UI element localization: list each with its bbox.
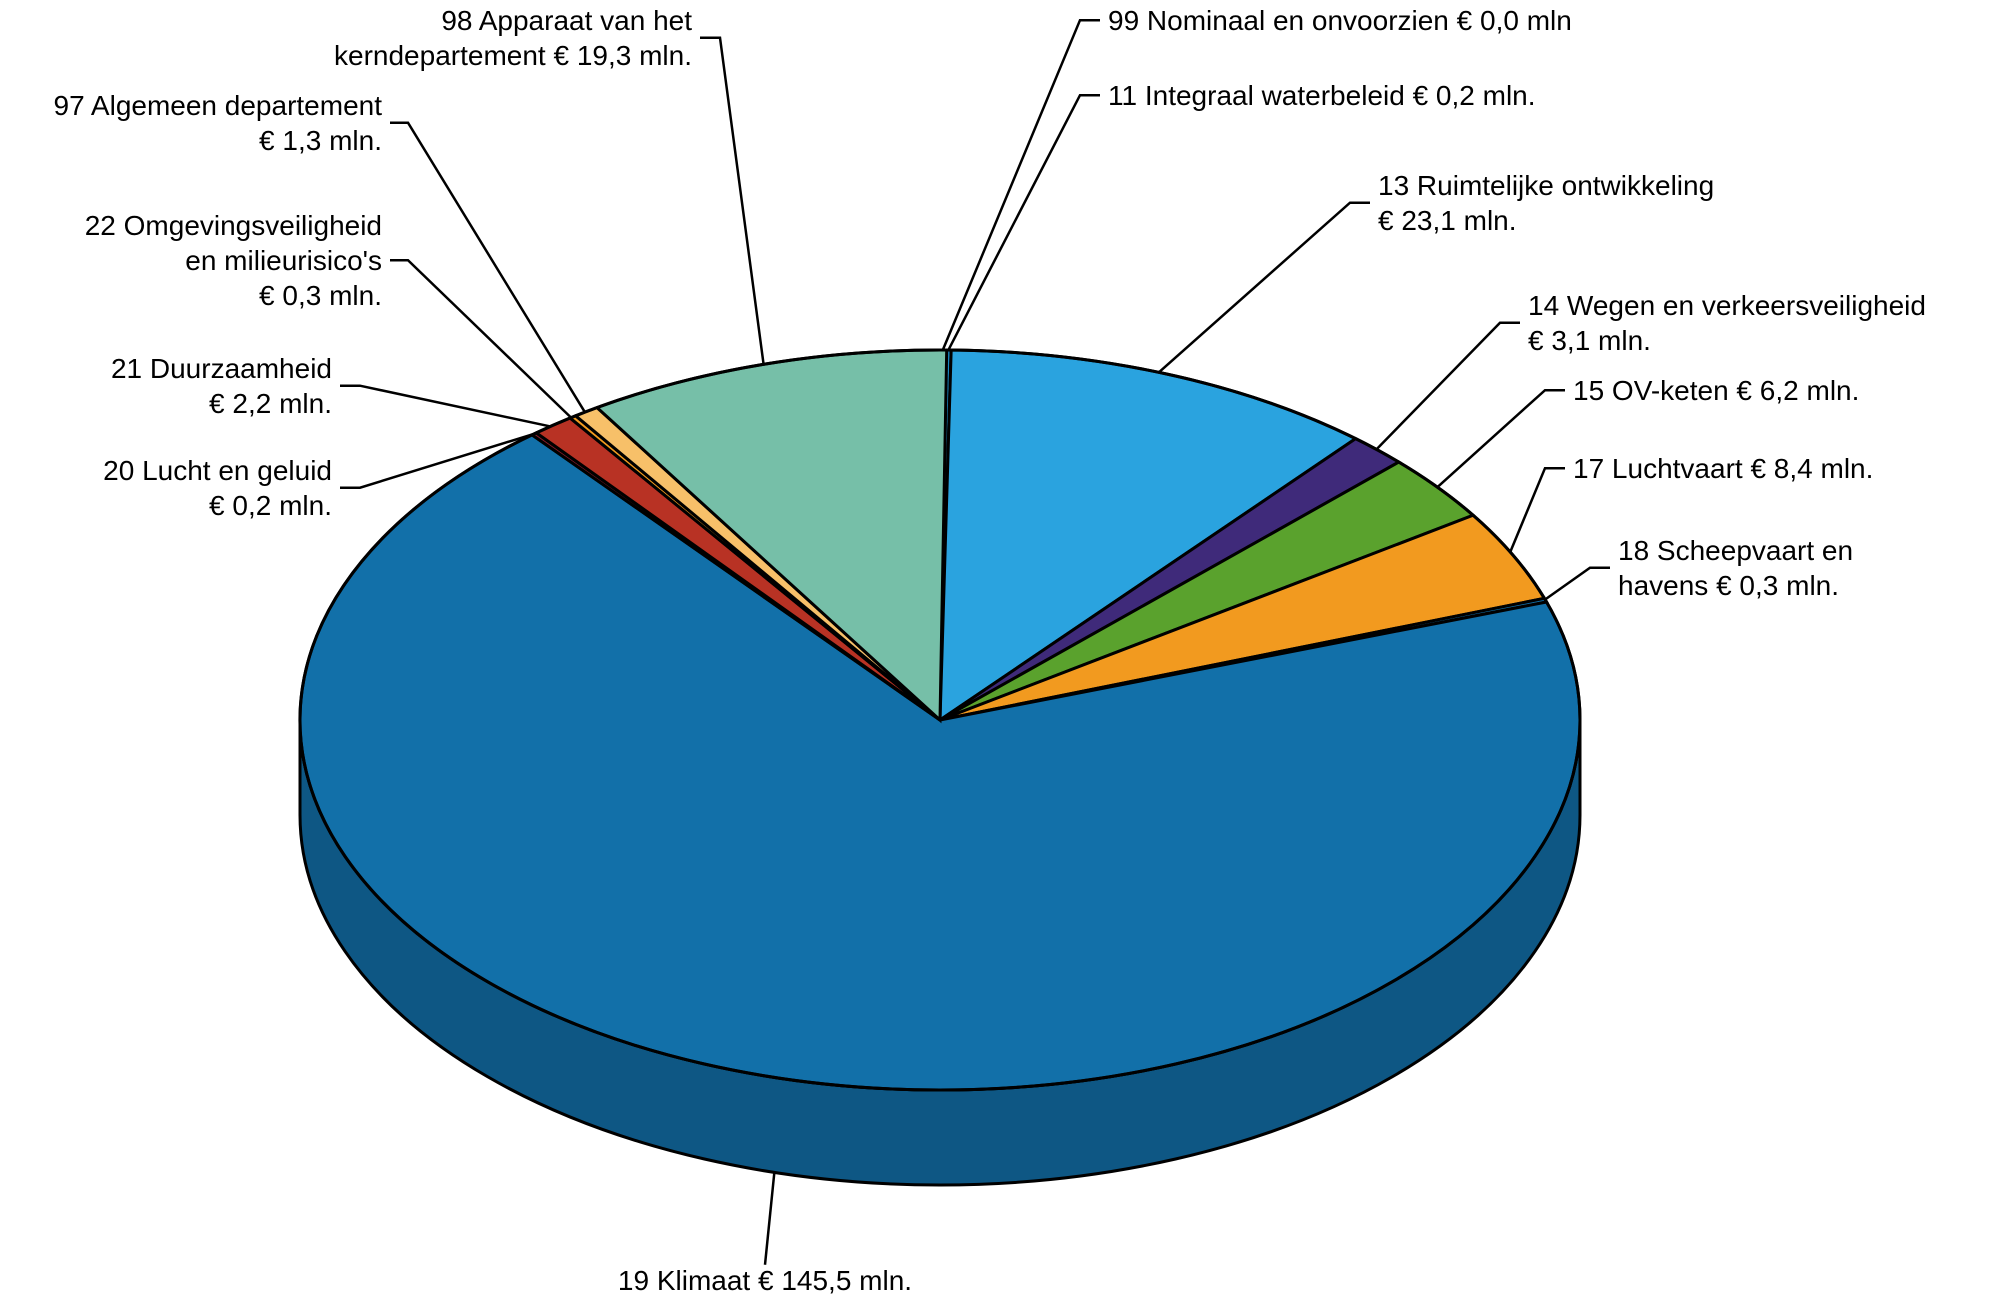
leader-line-19 [765, 1172, 774, 1264]
label-13: 13 Ruimtelijke ontwikkeling€ 23,1 mln. [1378, 170, 1714, 236]
label-11: 11 Integraal waterbeleid € 0,2 mln. [1108, 80, 1536, 111]
label-22: 22 Omgevingsveiligheiden milieurisico's€… [85, 210, 382, 311]
label-15: 15 OV-keten € 6,2 mln. [1573, 375, 1859, 406]
label-17: 17 Luchtvaart € 8,4 mln. [1573, 453, 1873, 484]
leader-line-15 [1437, 390, 1565, 487]
label-98: 98 Apparaat van hetkerndepartement € 19,… [334, 5, 692, 71]
label-19: 19 Klimaat € 145,5 mln. [618, 1265, 912, 1296]
leader-line-98 [700, 38, 764, 365]
leader-line-97 [390, 123, 585, 412]
pie-top [300, 350, 1580, 1090]
leader-line-11 [948, 95, 1100, 350]
leader-line-22 [390, 260, 571, 417]
label-14: 14 Wegen en verkeersveiligheid€ 3,1 mln. [1528, 290, 1926, 356]
leader-line-99 [943, 20, 1100, 350]
leader-line-14 [1376, 323, 1520, 450]
leader-line-13 [1159, 203, 1370, 373]
label-18: 18 Scheepvaart enhavens € 0,3 mln. [1618, 535, 1853, 601]
leader-line-21 [340, 386, 550, 427]
pie-chart: 99 Nominaal en onvoorzien € 0,0 mln 11 In… [0, 0, 2003, 1316]
label-99: 99 Nominaal en onvoorzien € 0,0 mln [1108, 5, 1572, 36]
leader-line-17 [1510, 468, 1565, 552]
label-21: 21 Duurzaamheid€ 2,2 mln. [111, 353, 332, 419]
leader-line-18 [1545, 568, 1610, 600]
label-97: 97 Algemeen departement€ 1,3 mln. [54, 90, 383, 156]
label-20: 20 Lucht en geluid€ 0,2 mln. [103, 455, 332, 521]
